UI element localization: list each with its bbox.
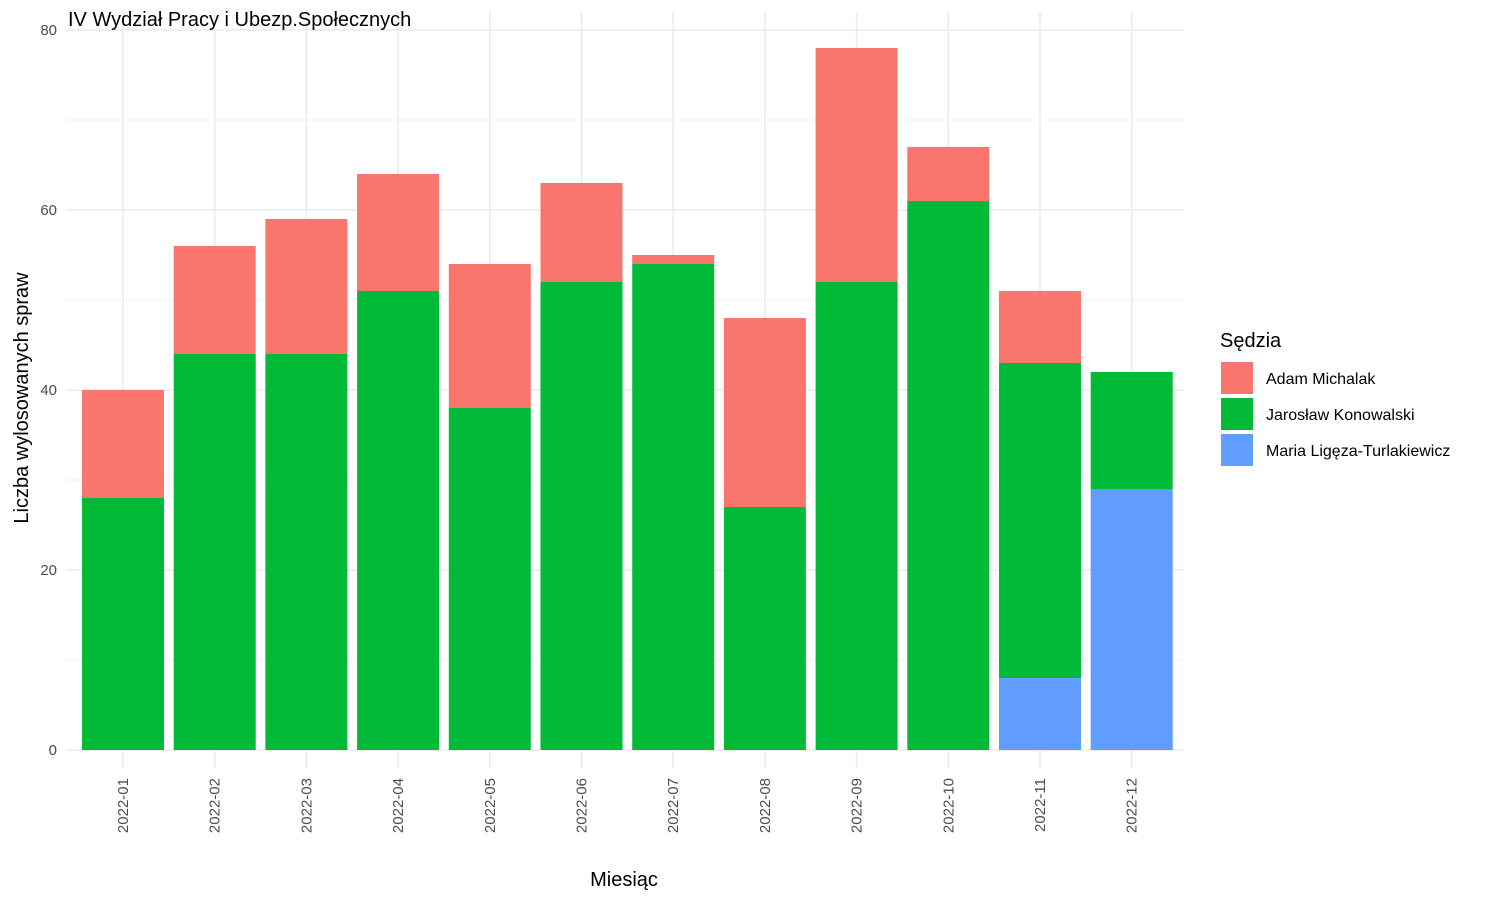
x-tick-label: 2022-10 <box>940 778 957 833</box>
x-tick-label: 2022-11 <box>1032 778 1049 832</box>
bar-segment <box>723 318 806 507</box>
x-tick-label: 2022-09 <box>849 778 866 833</box>
legend: Sędzia Adam Michalak Jarosław Konowalski M… <box>1220 330 1450 466</box>
bar-segment <box>999 363 1081 678</box>
bar-segment <box>632 264 715 750</box>
bar-segment <box>265 219 348 354</box>
bar-segment <box>540 183 623 282</box>
bar-segment <box>173 354 256 750</box>
y-tick-label: 40 <box>40 382 57 399</box>
y-axis-title: Liczba wylosowanych spraw <box>11 272 33 524</box>
bar-segment <box>907 201 990 750</box>
bar-segment <box>265 354 348 750</box>
legend-title: Sędzia <box>1220 330 1282 352</box>
x-tick-label: 2022-03 <box>298 778 315 833</box>
bar-segment <box>540 282 623 750</box>
bar-segment <box>1090 489 1173 750</box>
bar-segment <box>173 246 256 354</box>
legend-label: Adam Michalak <box>1266 371 1376 388</box>
legend-swatch <box>1221 398 1253 430</box>
x-tick-label: 2022-01 <box>115 778 132 833</box>
legend-swatch <box>1221 362 1253 394</box>
bar-segment <box>632 255 715 264</box>
bar-segment <box>448 408 531 750</box>
bar-segment <box>82 498 164 750</box>
x-tick-label: 2022-08 <box>757 778 774 833</box>
bar-segment <box>723 507 806 750</box>
legend-label: Jarosław Konowalski <box>1266 407 1415 424</box>
bar-segment <box>815 48 898 282</box>
bar-segment <box>82 390 164 498</box>
bar-segment <box>1090 372 1173 489</box>
chart-title: IV Wydział Pracy i Ubezp.Społecznych <box>68 9 411 31</box>
x-axis-title: Miesiąc <box>590 869 658 891</box>
bar-segment <box>815 282 898 750</box>
bar-segment <box>448 264 531 408</box>
x-axis-ticks: 2022-01 2022-02 2022-03 2022-04 2022-05 2022-… <box>115 778 1141 833</box>
x-tick-label: 2022-04 <box>390 778 407 833</box>
legend-label: Maria Ligęza-Turlakiewicz <box>1266 443 1450 460</box>
bar-segment <box>357 174 440 291</box>
x-tick-label: 2022-07 <box>665 778 682 833</box>
bar-segment <box>999 291 1081 363</box>
x-tick-label: 2022-06 <box>574 778 591 833</box>
y-tick-label: 60 <box>40 202 57 219</box>
y-tick-label: 0 <box>49 742 57 759</box>
bars <box>82 48 1173 750</box>
x-tick-label: 2022-02 <box>207 778 224 833</box>
y-tick-label: 80 <box>40 22 57 39</box>
bar-segment <box>907 147 990 201</box>
bar-segment <box>999 678 1081 750</box>
x-tick-label: 2022-05 <box>482 778 499 833</box>
legend-swatch <box>1221 434 1253 466</box>
x-tick-label: 2022-12 <box>1124 778 1141 833</box>
y-axis-ticks: 0 20 40 60 80 <box>40 22 57 759</box>
bar-segment <box>357 291 440 750</box>
y-tick-label: 20 <box>40 562 57 579</box>
